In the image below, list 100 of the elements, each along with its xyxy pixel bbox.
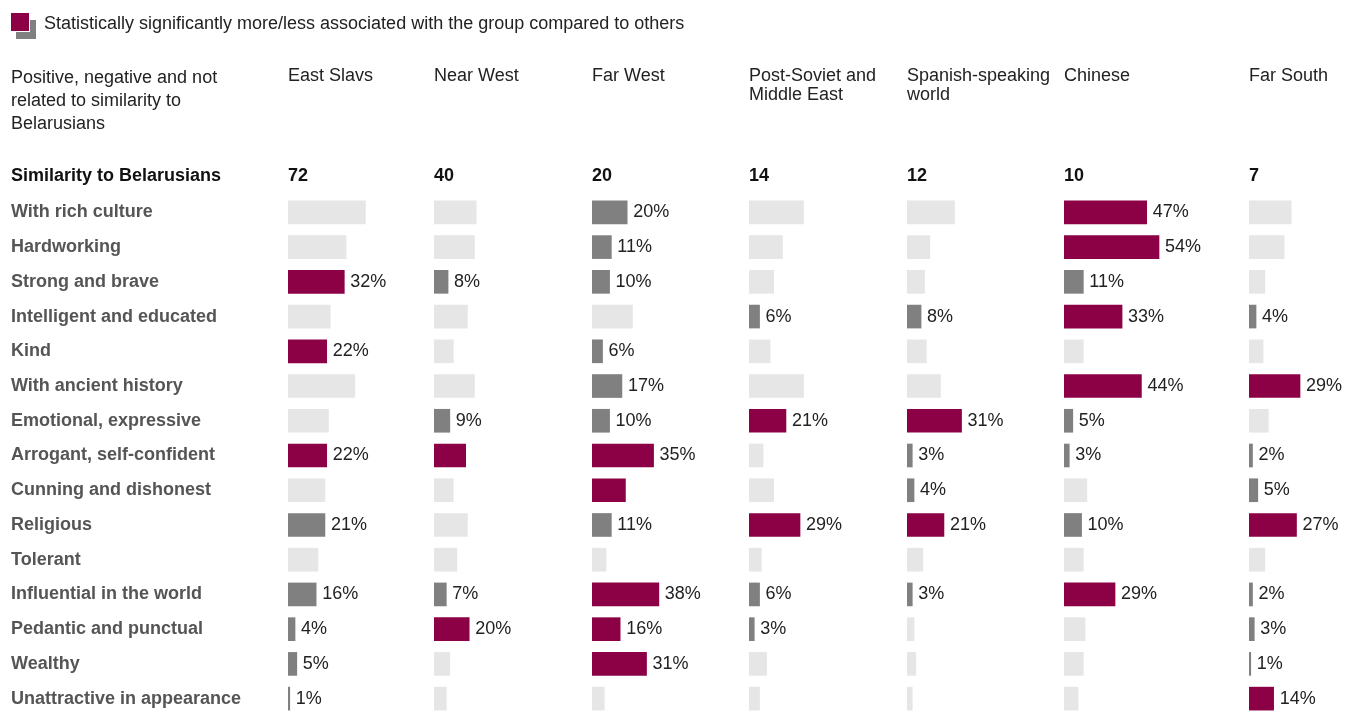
bar [749, 686, 760, 711]
data-label: 6% [765, 305, 792, 326]
data-label: 4% [1262, 305, 1289, 326]
bar [434, 443, 466, 468]
data-label: 10% [615, 409, 652, 430]
bar [749, 513, 801, 537]
bar [907, 270, 925, 294]
data-label: 17% [627, 375, 664, 395]
bar [1064, 513, 1082, 537]
data-label: 11% [617, 236, 653, 257]
chart-subtitle: 40 [434, 165, 455, 186]
bar [592, 304, 633, 329]
bar [434, 582, 447, 607]
data-label: 21% [791, 409, 828, 430]
bar [434, 270, 449, 294]
data-label: 1% [295, 687, 322, 708]
data-label: 5% [302, 652, 329, 673]
bar [434, 478, 454, 503]
data-label: 21% [949, 513, 986, 534]
bar [288, 304, 331, 329]
bar [434, 339, 454, 364]
bar [592, 547, 607, 572]
bar [288, 513, 326, 537]
bar [592, 686, 605, 711]
y-tick-label: Pedantic and punctual [11, 618, 204, 639]
bar [1064, 582, 1116, 607]
bar [907, 304, 922, 329]
data-label: 2% [1258, 583, 1285, 604]
bar [1249, 582, 1253, 607]
y-tick-label: Arrogant, self-confident [11, 444, 216, 465]
chart-title: Far West [592, 65, 666, 85]
bar [592, 408, 610, 433]
bar [1249, 617, 1255, 641]
bar [288, 339, 328, 364]
y-tick-label: Religious [11, 513, 93, 534]
bar [592, 374, 623, 398]
bar [1249, 235, 1285, 259]
text: Similarity to Belarusians [11, 165, 222, 186]
data-label: 22% [332, 340, 369, 361]
bar [1249, 374, 1301, 398]
bar [434, 200, 477, 225]
chart-title: Far South [1249, 65, 1330, 85]
bar [749, 408, 787, 433]
data-label: 16% [626, 618, 663, 639]
data-label: 31% [652, 652, 689, 673]
bar [434, 652, 451, 676]
bar [749, 478, 774, 503]
bar [288, 547, 319, 572]
data-label: 16% [322, 583, 359, 604]
data-label: 6% [608, 340, 635, 361]
data-label: 35% [659, 444, 696, 465]
bar [907, 652, 917, 676]
bar [1064, 270, 1084, 294]
bar [592, 652, 647, 676]
bar [1064, 617, 1086, 641]
bar [907, 686, 913, 711]
data-label: 3% [1075, 444, 1102, 465]
bar [592, 617, 621, 641]
y-tick-label: Unattractive in appearance [11, 687, 242, 708]
data-label: 14% [1279, 687, 1316, 708]
bar [907, 408, 962, 433]
y-tick-label: Influential in the world [11, 583, 202, 604]
y-tick-label: Cunning and dishonest [11, 479, 211, 500]
bar [749, 582, 760, 607]
bar [592, 235, 612, 259]
bar [288, 652, 298, 676]
data-label: 32% [350, 270, 387, 291]
bar [1064, 652, 1084, 676]
data-label: 7% [452, 583, 479, 604]
data-label: 38% [664, 583, 701, 604]
bar [592, 513, 612, 537]
data-label: 29% [806, 513, 843, 534]
bar [288, 478, 326, 503]
bar [907, 443, 913, 468]
data-label: 29% [1121, 583, 1158, 604]
y-tick-label: With rich culture [11, 201, 153, 222]
bar [288, 443, 328, 468]
bar [434, 235, 475, 259]
bar [288, 617, 296, 641]
bar [1249, 270, 1266, 294]
data-label: 6% [765, 583, 792, 604]
bar [907, 339, 927, 364]
bar [434, 686, 447, 711]
bar [907, 478, 915, 503]
data-label: 4% [920, 479, 947, 500]
bar [1249, 339, 1264, 364]
bar [592, 582, 660, 607]
bar [749, 652, 767, 676]
chart-subtitle: 14 [749, 165, 770, 186]
bar [907, 200, 955, 225]
data-label: 20% [633, 201, 670, 222]
data-label: 10% [615, 270, 652, 291]
data-label: 2% [1258, 444, 1285, 465]
bar [1249, 200, 1292, 225]
data-label: 31% [967, 409, 1004, 430]
bar [434, 617, 470, 641]
bar [1064, 200, 1148, 225]
data-label: 3% [760, 618, 787, 639]
bar [749, 339, 771, 364]
data-label: 47% [1152, 201, 1189, 222]
